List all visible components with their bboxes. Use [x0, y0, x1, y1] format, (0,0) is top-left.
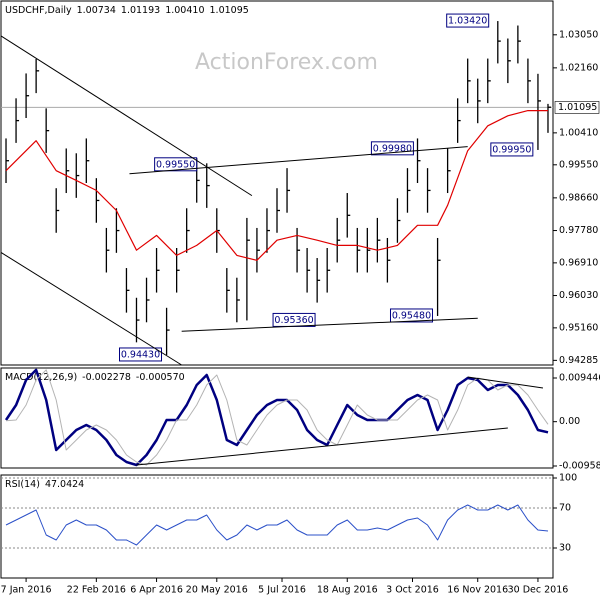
- y-tick-label: 0.98660: [559, 192, 598, 203]
- price-annotation-box: [490, 142, 534, 157]
- x-tick-label: 6 Apr 2016: [130, 585, 183, 596]
- y-tick-label: 0.96030: [559, 290, 598, 301]
- y-tick-label: 30: [559, 543, 571, 554]
- watermark: ActionForex.com: [195, 50, 378, 75]
- panel-frame: [0, 0, 554, 366]
- x-tick-label: 18 Aug 2016: [317, 585, 378, 596]
- panel-title-text: USDCHF,Daily: [5, 5, 72, 16]
- price-annotation: 0.99980: [373, 143, 412, 154]
- x-tick-label: 7 Jan 2016: [1, 585, 52, 596]
- y-tick-label: 0.009446: [559, 373, 600, 384]
- price-annotation-box: [389, 308, 433, 323]
- header-value: 1.00734: [77, 5, 116, 16]
- price-annotation: 1.03420: [448, 16, 487, 27]
- header-value: 1.01193: [121, 5, 160, 16]
- header-value: 47.0424: [45, 479, 84, 490]
- panel-title: USDCHF,Daily 1.00734 1.01193 1.00410 1.01095: [5, 5, 249, 16]
- indicator-line: [5, 369, 549, 466]
- trendline: [129, 146, 468, 175]
- price-annotation: 0.94430: [121, 349, 160, 360]
- current-price-box: [554, 101, 600, 114]
- y-tick-label: 1.02160: [559, 62, 598, 73]
- panel-title-text: RSI(14): [5, 479, 40, 490]
- price-annotation: 0.99550: [156, 159, 195, 170]
- x-tick-label: 16 Nov 2016: [447, 585, 508, 596]
- panel-title-text: MACD(12,26,9): [5, 372, 77, 383]
- panel-frame: [0, 367, 554, 469]
- y-tick-label: 100: [559, 473, 577, 484]
- trendline: [136, 427, 508, 466]
- current-price-label: 1.01095: [558, 102, 597, 113]
- price-annotation-box: [446, 13, 490, 28]
- trendline: [0, 35, 253, 197]
- x-tick-label: 3 Oct 2016: [386, 585, 439, 596]
- header-value: 1.00410: [165, 5, 204, 16]
- price-annotation: 0.99950: [492, 144, 531, 155]
- panel-frame: [0, 474, 554, 579]
- panel-title: MACD(12,26,9) -0.002278 -0.000570: [5, 372, 185, 383]
- header-value: 1.01095: [210, 5, 249, 16]
- trendline: [181, 317, 478, 332]
- indicator-line: [5, 504, 549, 546]
- x-tick-label: 5 Jul 2016: [258, 585, 306, 596]
- trendline: [0, 252, 182, 366]
- x-tick-label: 20 May 2016: [186, 585, 248, 596]
- moving-average: [5, 110, 548, 261]
- y-tick-label: 0.97780: [559, 225, 598, 236]
- y-tick-label: 70: [559, 503, 571, 514]
- y-tick-label: 0.96910: [559, 257, 598, 268]
- price-annotation: 0.95360: [274, 315, 313, 326]
- indicator-line: [4, 368, 549, 467]
- y-tick-label: 0.95160: [559, 322, 598, 333]
- y-tick-label: 0.00: [559, 416, 580, 427]
- price-annotation: 0.95480: [392, 310, 431, 321]
- price-annotation-box: [119, 347, 163, 362]
- trendline: [467, 376, 544, 389]
- x-tick-label: 30 Dec 2016: [508, 585, 569, 596]
- y-tick-label: 0.99550: [559, 159, 598, 170]
- panel-title: RSI(14) 47.0424: [5, 479, 84, 490]
- header-value: -0.000570: [136, 372, 185, 383]
- x-tick-label: 22 Feb 2016: [67, 585, 126, 596]
- y-tick-label: 0.94285: [559, 355, 598, 366]
- y-tick-label: -0.009588: [559, 461, 600, 472]
- header-value: -0.002278: [82, 372, 131, 383]
- y-tick-label: 1.00410: [559, 127, 598, 138]
- price-annotation-box: [154, 157, 198, 172]
- y-tick-label: 1.03050: [559, 29, 598, 40]
